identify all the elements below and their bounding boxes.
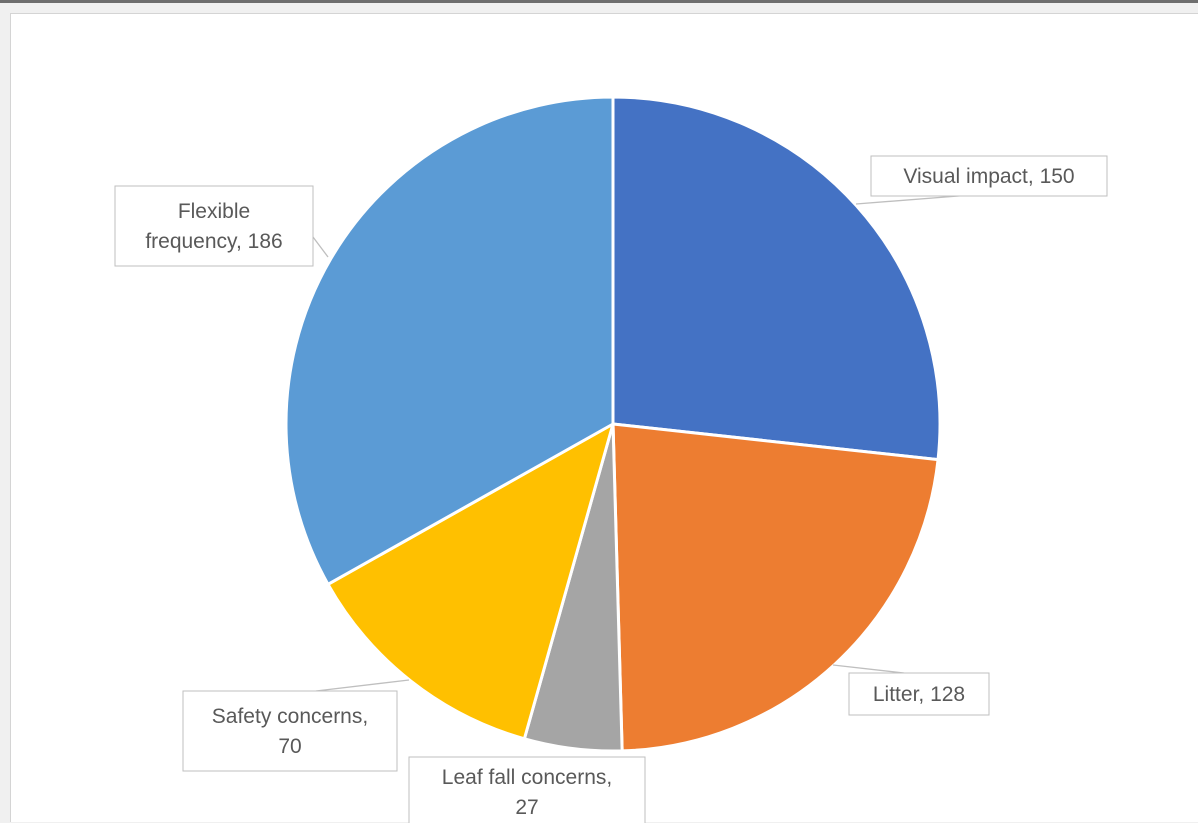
data-label-box [870,155,1108,197]
data-labels: Visual impact, 150 Litter, 128 Leaf fall c… [114,155,1108,823]
leader-line-litter [832,664,905,674]
data-label-visual-impact: Visual impact, 150 [870,155,1108,197]
data-label-flexible-frequency: Flexible frequency, 186 [114,185,314,267]
data-label-text: Safety concerns, [212,705,368,728]
data-label-text: 70 [278,735,301,758]
pie-slice-flexible-frequency [284,95,615,586]
data-label-text: Visual impact, 150 [903,165,1074,188]
data-label-box [114,185,314,267]
data-label-leaf-fall-concerns: Leaf fall concerns, 27 [408,756,646,823]
data-label-box [848,672,990,716]
data-label-text: Flexible [178,200,250,223]
chart-area: Visual impact, 150 Litter, 128 Leaf fall c… [10,13,1198,823]
data-label-text: 27 [515,796,538,819]
pie-chart: Visual impact, 150 Litter, 128 Leaf fall c… [114,95,1108,823]
leader-line-flexible-frequency [312,236,329,258]
leader-lines [312,194,972,692]
leader-line-safety-concerns [315,679,410,692]
data-label-text: Leaf fall concerns, [442,766,612,789]
pie-slices [284,95,942,753]
pie-slice-safety-concerns [326,422,615,741]
window-top-border [0,0,1198,3]
data-label-text: Litter, 128 [873,683,965,706]
data-label-litter: Litter, 128 [848,672,990,716]
pie-slice-litter [611,422,940,753]
data-label-box [182,690,398,772]
pie-slice-visual-impact [611,95,942,462]
data-label-text: frequency, 186 [145,230,282,253]
data-label-box [408,756,646,823]
data-label-safety-concerns: Safety concerns, 70 [182,690,398,772]
